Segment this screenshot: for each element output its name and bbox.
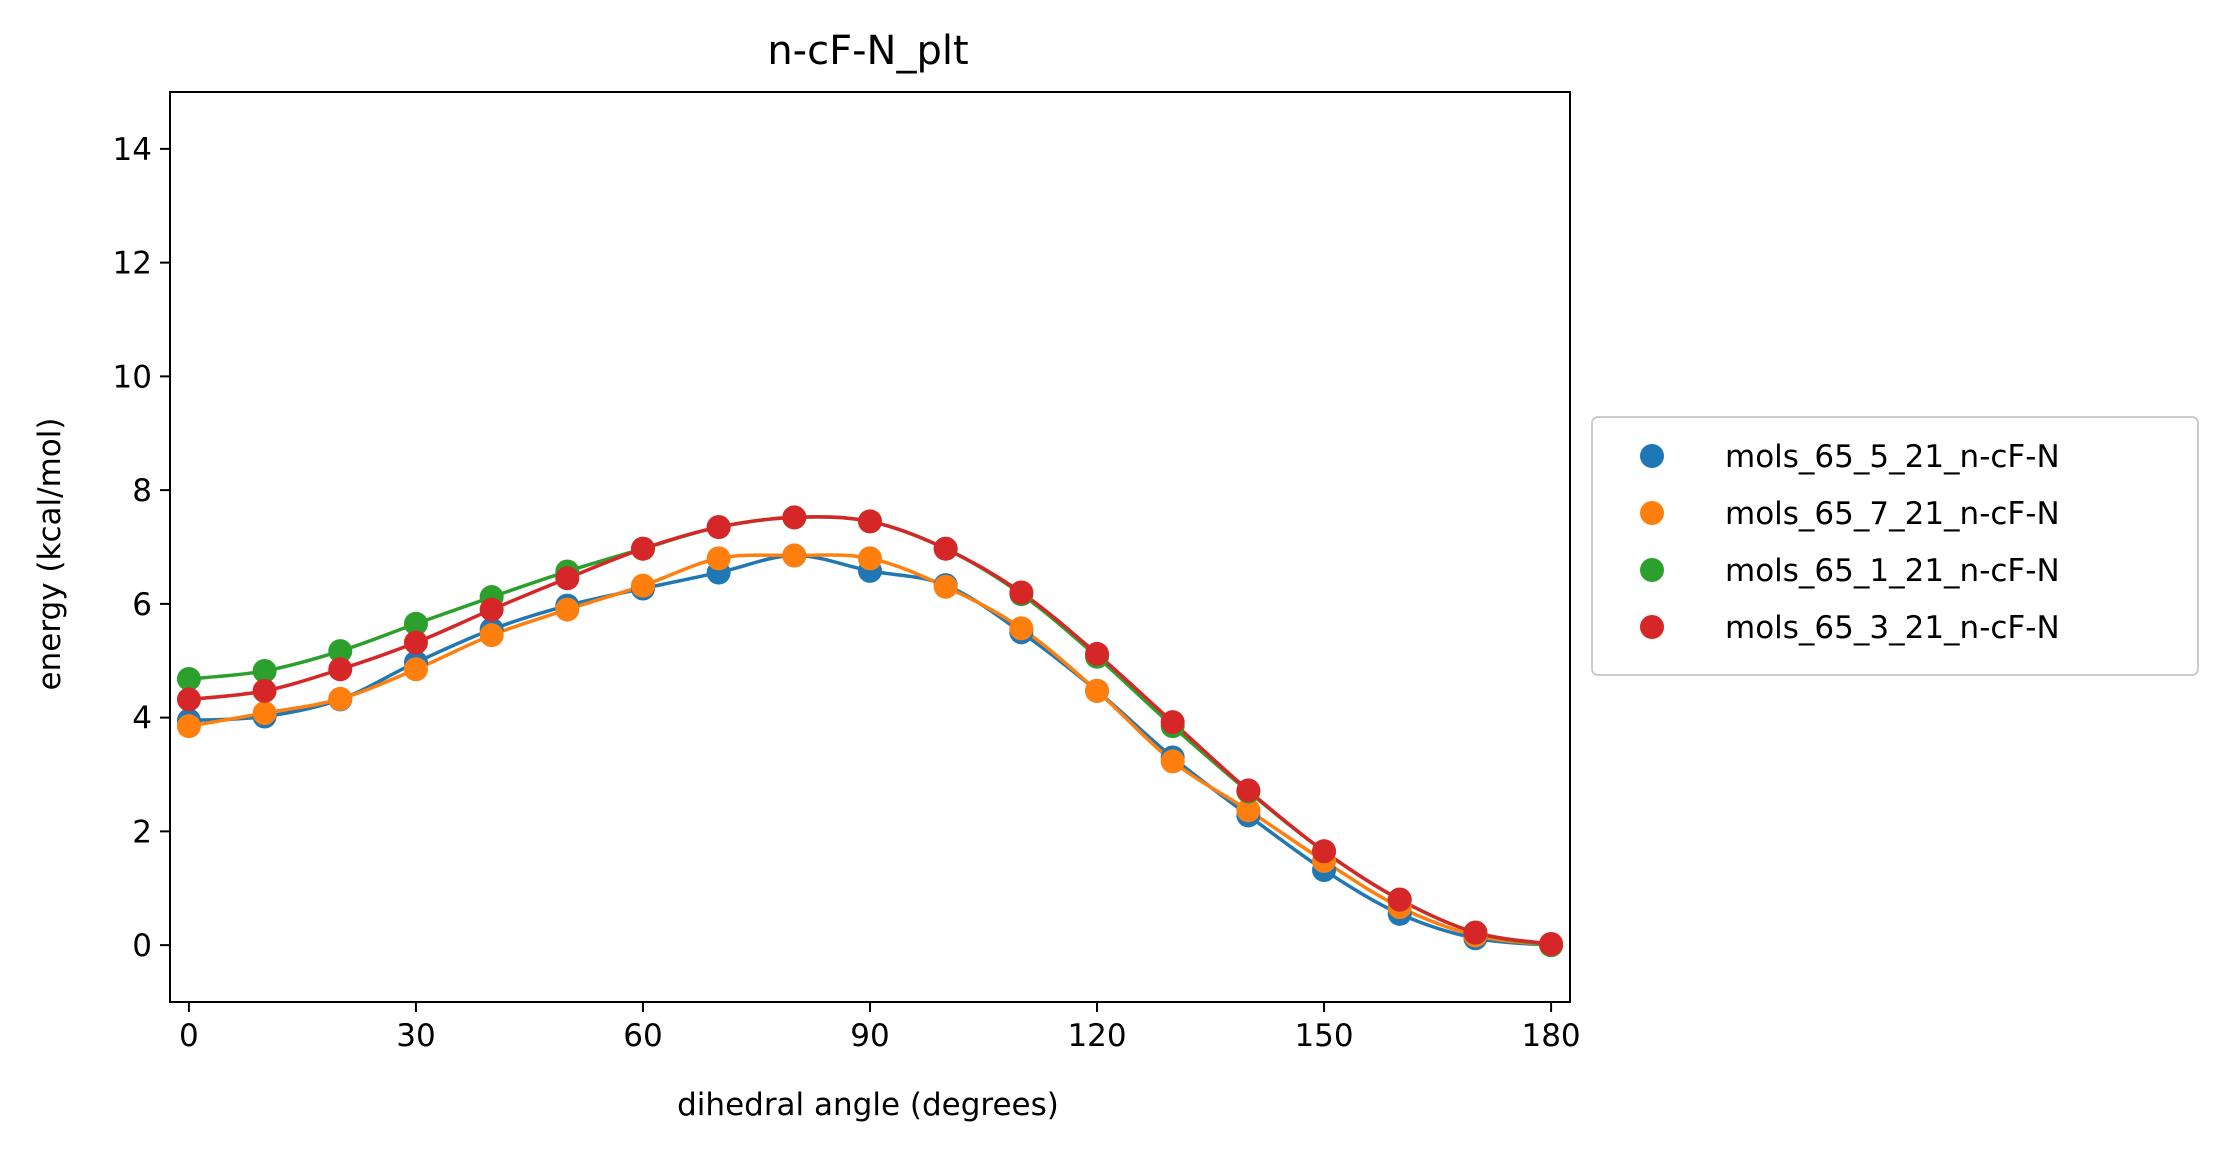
- data-point-series-2: [328, 686, 353, 711]
- data-point-series-2: [555, 597, 580, 622]
- legend-marker-2: [1640, 501, 1664, 525]
- x-tick-label: 0: [179, 1018, 199, 1054]
- data-point-series-4: [1160, 710, 1185, 735]
- y-tick-label: 2: [132, 814, 152, 850]
- data-point-series-2: [706, 546, 731, 571]
- axes: 0 30 60 90 120 150 180 0 2 4 6 8 10 12 14: [113, 91, 1581, 1054]
- data-point-series-4: [479, 597, 504, 622]
- data-point-series-3: [328, 639, 353, 664]
- y-axis-label: energy (kcal/mol): [32, 418, 68, 691]
- x-tick-label: 60: [623, 1018, 662, 1054]
- y-tick-label: 4: [132, 701, 152, 737]
- data-point-series-2: [1236, 798, 1261, 823]
- data-point-series-4: [1009, 580, 1034, 605]
- data-point-series-4: [1463, 920, 1488, 945]
- y-tick-label: 12: [113, 246, 152, 282]
- data-point-series-2: [782, 543, 807, 568]
- y-tick-label: 10: [113, 359, 152, 395]
- data-point-series-4: [403, 630, 428, 655]
- data-point-series-2: [1160, 749, 1185, 774]
- data-point-series-4: [858, 509, 882, 534]
- data-point-series-4: [176, 687, 201, 712]
- x-tick-label: 180: [1521, 1018, 1580, 1054]
- plot-area: [176, 505, 1564, 958]
- legend-label-2: mols_65_7_21_n-cF-N: [1725, 496, 2060, 532]
- data-point-series-3: [403, 611, 428, 636]
- data-point-series-4: [252, 678, 277, 703]
- data-point-series-2: [933, 574, 958, 599]
- y-tick-label: 6: [132, 587, 152, 623]
- chart-title: n-cF-N_plt: [767, 28, 968, 74]
- y-tick-label: 0: [132, 928, 152, 964]
- data-point-series-2: [858, 546, 882, 571]
- data-point-series-2: [176, 714, 201, 739]
- x-axis-label: dihedral angle (degrees): [677, 1087, 1059, 1123]
- data-point-series-4: [1539, 931, 1564, 956]
- data-point-series-4: [1312, 839, 1337, 864]
- data-point-series-4: [630, 536, 655, 561]
- data-point-series-3: [176, 666, 201, 691]
- data-point-series-4: [933, 536, 958, 561]
- legend-label-4: mols_65_3_21_n-cF-N: [1725, 610, 2060, 646]
- data-point-series-4: [1236, 778, 1261, 803]
- data-point-series-3: [252, 658, 277, 683]
- legend-marker-1: [1640, 444, 1664, 468]
- data-point-series-4: [782, 505, 807, 530]
- legend-label-3: mols_65_1_21_n-cF-N: [1725, 553, 2060, 589]
- data-point-series-2: [479, 623, 504, 648]
- legend-marker-4: [1640, 615, 1664, 639]
- legend-marker-3: [1640, 558, 1664, 582]
- legend-label-1: mols_65_5_21_n-cF-N: [1725, 439, 2060, 475]
- data-point-series-4: [328, 657, 353, 682]
- x-tick-label: 150: [1294, 1018, 1353, 1054]
- data-point-series-4: [555, 566, 580, 591]
- x-tick-label: 120: [1067, 1018, 1126, 1054]
- data-point-series-4: [1387, 887, 1412, 912]
- legend-box: [1591, 416, 2199, 676]
- data-point-series-4: [1085, 641, 1110, 666]
- data-point-series-2: [1009, 616, 1034, 641]
- data-point-series-2: [252, 701, 277, 726]
- legend: mols_65_5_21_n-cF-N mols_65_7_21_n-cF-Nmo…: [1591, 416, 2199, 676]
- x-tick-label: 90: [850, 1018, 889, 1054]
- x-tick-label: 30: [396, 1018, 435, 1054]
- data-point-series-2: [630, 573, 655, 598]
- y-tick-label: 14: [113, 132, 152, 168]
- data-point-series-4: [706, 515, 731, 540]
- data-point-series-2: [403, 657, 428, 682]
- data-point-series-2: [1085, 678, 1110, 703]
- y-tick-label: 8: [132, 473, 152, 509]
